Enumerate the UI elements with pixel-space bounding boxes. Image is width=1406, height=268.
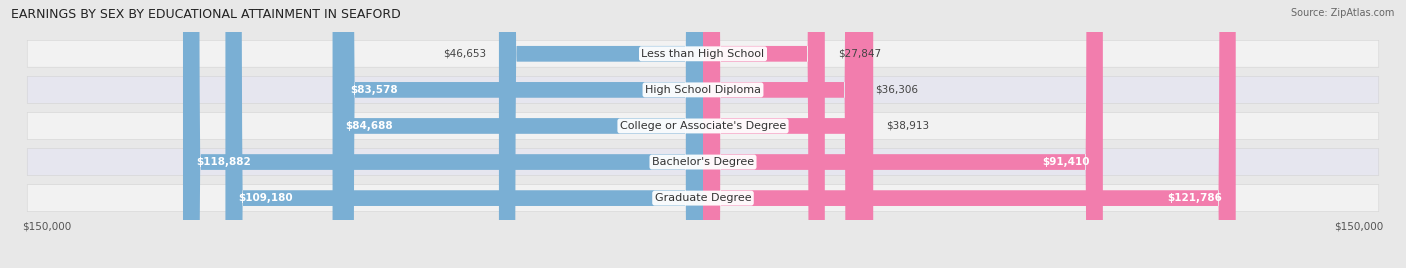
FancyBboxPatch shape bbox=[337, 0, 703, 268]
FancyBboxPatch shape bbox=[27, 40, 1379, 67]
FancyBboxPatch shape bbox=[27, 113, 1379, 139]
FancyBboxPatch shape bbox=[499, 0, 703, 268]
FancyBboxPatch shape bbox=[333, 0, 703, 268]
FancyBboxPatch shape bbox=[703, 0, 873, 268]
FancyBboxPatch shape bbox=[225, 0, 703, 268]
FancyBboxPatch shape bbox=[27, 149, 1379, 175]
FancyBboxPatch shape bbox=[703, 0, 825, 268]
Text: $118,882: $118,882 bbox=[195, 157, 250, 167]
Text: High School Diploma: High School Diploma bbox=[645, 85, 761, 95]
Text: $36,306: $36,306 bbox=[875, 85, 918, 95]
FancyBboxPatch shape bbox=[703, 0, 1102, 268]
Text: $83,578: $83,578 bbox=[350, 85, 398, 95]
Text: Graduate Degree: Graduate Degree bbox=[655, 193, 751, 203]
FancyBboxPatch shape bbox=[27, 185, 1379, 211]
Text: $38,913: $38,913 bbox=[886, 121, 929, 131]
Text: $109,180: $109,180 bbox=[239, 193, 294, 203]
Text: $46,653: $46,653 bbox=[443, 49, 486, 59]
Text: Less than High School: Less than High School bbox=[641, 49, 765, 59]
FancyBboxPatch shape bbox=[703, 0, 862, 268]
Text: $84,688: $84,688 bbox=[346, 121, 394, 131]
FancyBboxPatch shape bbox=[703, 0, 1236, 268]
Text: $91,410: $91,410 bbox=[1042, 157, 1090, 167]
FancyBboxPatch shape bbox=[183, 0, 703, 268]
Text: Source: ZipAtlas.com: Source: ZipAtlas.com bbox=[1291, 8, 1395, 18]
Text: $27,847: $27,847 bbox=[838, 49, 882, 59]
Text: College or Associate's Degree: College or Associate's Degree bbox=[620, 121, 786, 131]
Text: $121,786: $121,786 bbox=[1168, 193, 1223, 203]
Text: EARNINGS BY SEX BY EDUCATIONAL ATTAINMENT IN SEAFORD: EARNINGS BY SEX BY EDUCATIONAL ATTAINMEN… bbox=[11, 8, 401, 21]
Text: Bachelor's Degree: Bachelor's Degree bbox=[652, 157, 754, 167]
FancyBboxPatch shape bbox=[27, 77, 1379, 103]
